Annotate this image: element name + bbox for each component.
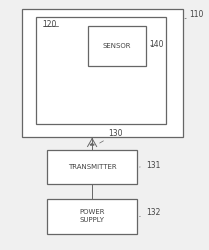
Text: 140: 140 [149,40,163,49]
Bar [47,150,138,184]
Text: 120: 120 [43,20,57,29]
Text: 131: 131 [140,161,160,170]
Bar [36,18,166,124]
Text: 130: 130 [100,129,123,143]
Text: SENSOR: SENSOR [103,43,131,49]
Bar [47,199,138,234]
Bar [22,9,183,137]
Text: TRANSMITTER: TRANSMITTER [68,164,116,170]
Text: POWER
SUPPLY: POWER SUPPLY [79,210,105,224]
Text: 132: 132 [140,208,160,217]
Bar [88,26,146,66]
Polygon shape [90,144,94,145]
Text: 110: 110 [185,10,203,20]
